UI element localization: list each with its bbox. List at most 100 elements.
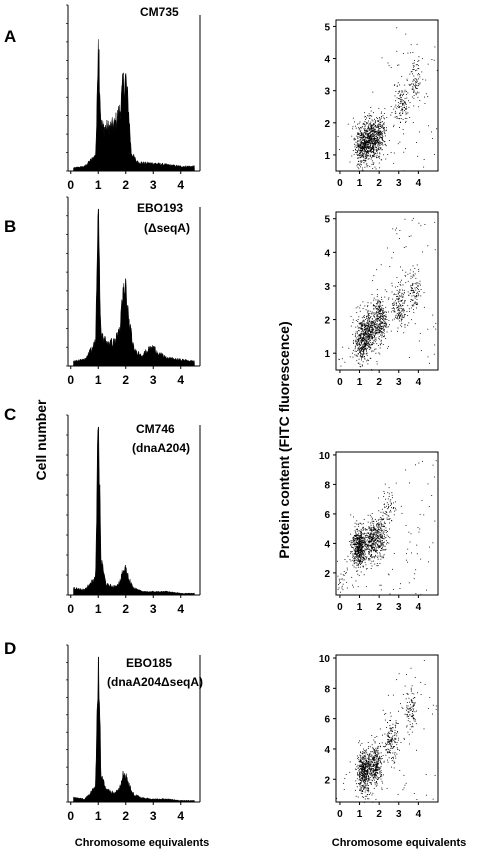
scatter-point bbox=[367, 798, 369, 800]
scatter-point bbox=[393, 553, 395, 554]
scatter-point bbox=[366, 154, 368, 156]
scatter-point bbox=[381, 137, 383, 138]
scatter-point bbox=[404, 108, 406, 110]
scatter-point bbox=[376, 784, 378, 786]
scatter-point bbox=[415, 464, 416, 466]
scatter-point bbox=[395, 757, 397, 759]
scatter-point bbox=[380, 522, 382, 524]
scatter-point bbox=[376, 323, 378, 325]
scatter-point bbox=[369, 334, 371, 336]
scatter-point bbox=[360, 142, 362, 144]
scatter-point bbox=[379, 152, 381, 154]
scatter-point bbox=[376, 532, 378, 534]
scatter-point bbox=[370, 334, 372, 336]
scatter-point bbox=[365, 133, 367, 135]
scatter-point bbox=[362, 542, 364, 544]
scatter-point bbox=[383, 522, 385, 524]
scatter-point bbox=[367, 339, 369, 340]
scatter-point bbox=[358, 759, 360, 761]
scatter-point bbox=[358, 323, 360, 325]
scatter-point bbox=[372, 154, 374, 156]
scatter-point bbox=[352, 556, 354, 558]
scatter-point bbox=[374, 332, 376, 334]
scatter-point bbox=[373, 328, 375, 330]
scatter-point bbox=[367, 127, 369, 129]
scatter-point bbox=[359, 756, 361, 758]
scatter-point bbox=[368, 323, 369, 325]
scatter-point bbox=[352, 322, 354, 323]
scatter-point bbox=[362, 156, 364, 158]
scatter-point bbox=[366, 139, 367, 141]
scatter-point bbox=[357, 564, 359, 566]
scatter-point bbox=[365, 753, 367, 755]
scatter-point bbox=[400, 97, 402, 99]
scatter-point bbox=[355, 334, 357, 336]
scatter-point bbox=[375, 554, 376, 556]
scatter-point bbox=[379, 746, 381, 748]
scatter-point bbox=[377, 328, 379, 330]
scatter-point bbox=[362, 349, 364, 351]
scatter-point bbox=[376, 530, 378, 532]
scatter-point bbox=[415, 85, 417, 86]
scatter-point bbox=[408, 697, 410, 699]
scatter-point bbox=[377, 777, 379, 778]
scatter-point bbox=[357, 306, 359, 308]
scatter-point bbox=[367, 140, 369, 141]
scatter-point bbox=[373, 320, 375, 322]
scatter-point bbox=[357, 132, 359, 134]
scatter-point bbox=[417, 302, 418, 304]
scatter-point bbox=[372, 147, 374, 149]
scatter-point bbox=[365, 546, 367, 548]
scatter-point bbox=[361, 776, 363, 778]
scatter-point bbox=[413, 291, 414, 293]
scatter-point bbox=[375, 327, 377, 329]
scatter-point bbox=[408, 357, 410, 358]
scatter-point bbox=[343, 574, 345, 576]
scatter-point bbox=[379, 584, 381, 586]
scatter-point bbox=[417, 284, 419, 286]
scatter-point bbox=[435, 328, 437, 330]
scatter-point bbox=[358, 552, 360, 554]
hist-x-tick-label: 3 bbox=[150, 809, 157, 823]
scatter-point bbox=[360, 348, 362, 350]
scatter-point bbox=[375, 767, 377, 769]
scatter-point bbox=[368, 330, 370, 332]
scatter-point bbox=[368, 779, 370, 781]
scatter-point bbox=[368, 155, 369, 157]
scatter-point bbox=[364, 548, 366, 550]
scatter-point bbox=[357, 767, 359, 769]
scatter-point bbox=[360, 127, 362, 128]
scatter-point bbox=[380, 545, 382, 547]
scatter-point bbox=[358, 742, 360, 744]
scatter-point bbox=[383, 323, 385, 325]
scatter-point bbox=[359, 785, 361, 787]
scatter-point bbox=[379, 332, 380, 334]
scatter-point bbox=[362, 542, 364, 544]
scatter-point bbox=[381, 307, 383, 309]
scatter-point bbox=[371, 149, 372, 151]
scatter-point bbox=[364, 558, 366, 559]
scatter-point bbox=[376, 318, 378, 320]
scatter-point bbox=[376, 156, 378, 158]
scatter-point bbox=[378, 767, 380, 769]
scatter-point bbox=[412, 705, 414, 707]
scatter-point bbox=[405, 102, 407, 104]
scatter-point bbox=[370, 124, 372, 126]
scatter-point bbox=[418, 56, 420, 58]
scatter-point bbox=[371, 537, 373, 539]
scatter-point bbox=[357, 342, 359, 344]
scatter-point bbox=[417, 282, 419, 284]
scatter-point bbox=[371, 311, 373, 313]
scatter-point bbox=[402, 694, 404, 695]
scatter-point bbox=[364, 539, 366, 541]
scatter-point bbox=[372, 125, 374, 127]
scatter-point bbox=[354, 335, 356, 337]
scatter-point bbox=[410, 286, 412, 288]
scatter-point bbox=[363, 338, 365, 340]
scatter-point bbox=[390, 67, 392, 68]
scatter-point bbox=[360, 135, 362, 137]
scatter-point bbox=[410, 704, 411, 706]
scatter-point bbox=[401, 108, 403, 110]
scatter-point bbox=[408, 531, 410, 533]
scatter-point bbox=[376, 765, 378, 767]
